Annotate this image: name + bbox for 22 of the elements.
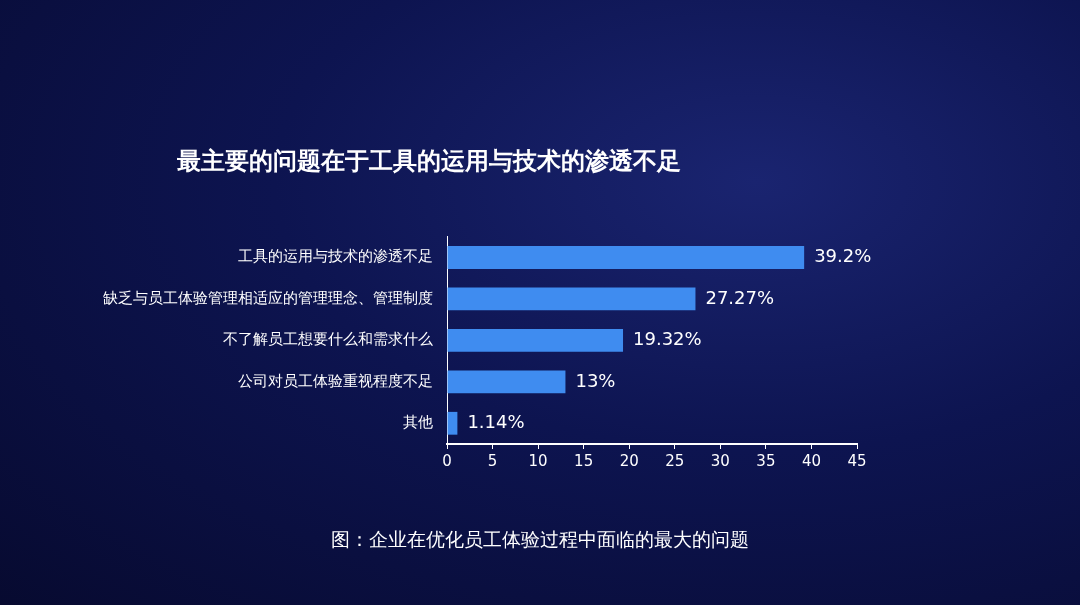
x-tick-label: 35 bbox=[756, 451, 776, 470]
x-tick-label: 10 bbox=[528, 451, 548, 470]
x-tick-label: 25 bbox=[665, 451, 685, 470]
data-label: 19.32% bbox=[633, 328, 702, 350]
x-tick-label: 40 bbox=[801, 451, 821, 470]
text: 图：企业在优化员工体验过程中面临的最大的问题 bbox=[331, 527, 749, 550]
data-label: 13% bbox=[575, 369, 616, 391]
x-tick-label: 15 bbox=[574, 451, 594, 470]
y-tick-label: 其他 bbox=[403, 413, 433, 432]
x-tick-label: 5 bbox=[487, 451, 498, 470]
x-tick-label: 0 bbox=[442, 451, 452, 470]
chart-title: 最主要的问题在于工具的运用与技术的渗透不足 bbox=[175, 146, 681, 175]
y-tick-label: 工具的运用与技术的渗透不足 bbox=[238, 247, 433, 266]
x-tick-label: 20 bbox=[619, 451, 639, 470]
y-tick-label: 公司对员工体验重视程度不足 bbox=[238, 371, 433, 390]
y-tick-label: 缺乏与员工体验管理相适应的管理理念、管理制度 bbox=[103, 288, 433, 307]
data-label: 1.14% bbox=[467, 410, 525, 432]
x-tick-label: 30 bbox=[710, 451, 730, 470]
data-label: 39.2% bbox=[814, 245, 872, 267]
x-tick-label: 45 bbox=[847, 451, 867, 470]
data-label: 27.27% bbox=[705, 286, 775, 308]
y-tick-label: 不了解员工想要什么和需求什么 bbox=[223, 330, 433, 349]
